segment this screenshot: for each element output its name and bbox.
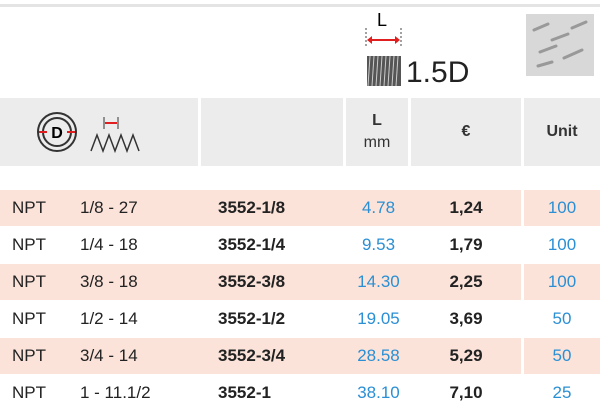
- price: 1,24: [411, 190, 521, 226]
- length: 4.78: [346, 190, 411, 226]
- part-code: 3552-1: [200, 375, 346, 408]
- unit-qty: 50: [524, 301, 600, 337]
- header-graphics: L 1.5D: [0, 0, 600, 100]
- price: 5,29: [411, 338, 521, 374]
- length: 14.30: [346, 264, 411, 300]
- thread-type: NPT: [0, 338, 74, 374]
- thread-type: NPT: [0, 375, 74, 408]
- length: 9.53: [346, 227, 411, 263]
- length-unit: mm: [364, 134, 391, 152]
- thread-size: 1/2 - 14: [74, 301, 200, 337]
- length-symbol: L: [377, 10, 387, 30]
- unit-qty: 100: [524, 264, 600, 300]
- unit-qty: 50: [524, 338, 600, 374]
- price: 1,79: [411, 227, 521, 263]
- thread-size: 3/4 - 14: [74, 338, 200, 374]
- part-code: 3552-1/2: [200, 301, 346, 337]
- thread-size: 1/4 - 18: [74, 227, 200, 263]
- code-header: [201, 98, 343, 166]
- price: 7,10: [411, 375, 521, 408]
- part-code: 3552-3/4: [200, 338, 346, 374]
- thread-size: 1 - 11.1/2: [74, 375, 200, 408]
- ratio-label: 1.5D: [406, 56, 469, 89]
- part-code: 3552-3/8: [200, 264, 346, 300]
- thread-header: D: [0, 98, 198, 166]
- price-header: €: [411, 98, 521, 166]
- price: 2,25: [411, 264, 521, 300]
- length: 38.10: [346, 375, 411, 408]
- thread-size: 1/8 - 27: [74, 190, 200, 226]
- length: 19.05: [346, 301, 411, 337]
- price: 3,69: [411, 301, 521, 337]
- length-header-label: L: [372, 112, 382, 130]
- thread-type: NPT: [0, 264, 74, 300]
- thread-size: 3/8 - 18: [74, 264, 200, 300]
- thread-type: NPT: [0, 301, 74, 337]
- part-code: 3552-1/4: [200, 227, 346, 263]
- thread-type: NPT: [0, 190, 74, 226]
- thread-icons: D: [29, 107, 169, 157]
- unit-qty: 100: [524, 227, 600, 263]
- length-header: L mm: [346, 98, 408, 166]
- unit-qty: 100: [524, 190, 600, 226]
- unit-header: Unit: [524, 98, 600, 166]
- length: 28.58: [346, 338, 411, 374]
- thread-type: NPT: [0, 227, 74, 263]
- part-code: 3552-1/8: [200, 190, 346, 226]
- page: L 1.5D D L mm: [0, 0, 600, 408]
- svg-text:D: D: [51, 125, 63, 142]
- unit-qty: 25: [524, 375, 600, 408]
